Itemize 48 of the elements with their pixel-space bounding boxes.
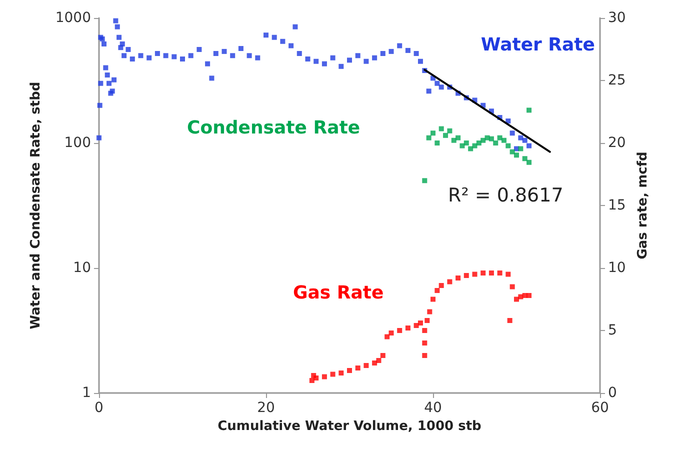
y-tick-label: 1 <box>82 385 91 401</box>
x-tick-label: 20 <box>257 400 275 416</box>
point <box>501 138 506 143</box>
x-tick-label: 60 <box>591 400 609 416</box>
point <box>460 143 465 148</box>
y2-tick-label: 30 <box>608 10 626 26</box>
y2-axis-title: Gas rate, mcfd <box>636 152 651 260</box>
point <box>438 126 444 132</box>
point <box>472 143 478 148</box>
y2-tick-label: 20 <box>608 135 626 151</box>
point <box>430 130 436 136</box>
point <box>488 136 494 142</box>
point <box>464 140 469 146</box>
x-tick-label: 40 <box>424 400 442 416</box>
y-tick-label: 100 <box>64 135 91 151</box>
series-label: Gas Rate <box>293 282 384 304</box>
point <box>447 128 452 134</box>
point <box>506 143 511 148</box>
point <box>422 178 428 184</box>
annotation: R² = 0.8617 <box>448 184 564 206</box>
x-axis-title: Cumulative Water Volume, 1000 stb <box>218 418 482 434</box>
point <box>526 160 532 165</box>
y-tick-label: 10 <box>73 260 91 276</box>
text: Condensate Rate <box>187 118 360 138</box>
point <box>456 135 461 140</box>
y2-tick-label: 25 <box>608 72 626 88</box>
point <box>426 135 432 140</box>
point <box>510 149 515 154</box>
y-axis-title: Water and Condensate Rate, stbd <box>28 82 44 330</box>
y2-tick-label: 10 <box>608 260 626 276</box>
point <box>443 132 448 138</box>
point <box>526 108 532 113</box>
y2-tick-label: 15 <box>608 198 626 214</box>
point <box>451 138 456 143</box>
point <box>434 140 440 146</box>
point <box>468 146 474 152</box>
y2-tick-label: 0 <box>608 385 617 401</box>
point <box>493 140 498 146</box>
point <box>497 135 502 140</box>
y-tick-label: 1000 <box>55 10 91 26</box>
point <box>476 140 482 146</box>
point <box>518 146 524 152</box>
point <box>480 138 486 143</box>
x-tick-label: 0 <box>94 400 104 416</box>
point <box>514 152 519 158</box>
y2-tick-label: 5 <box>608 322 617 338</box>
text: Water Rate <box>480 34 596 56</box>
point <box>522 156 528 162</box>
